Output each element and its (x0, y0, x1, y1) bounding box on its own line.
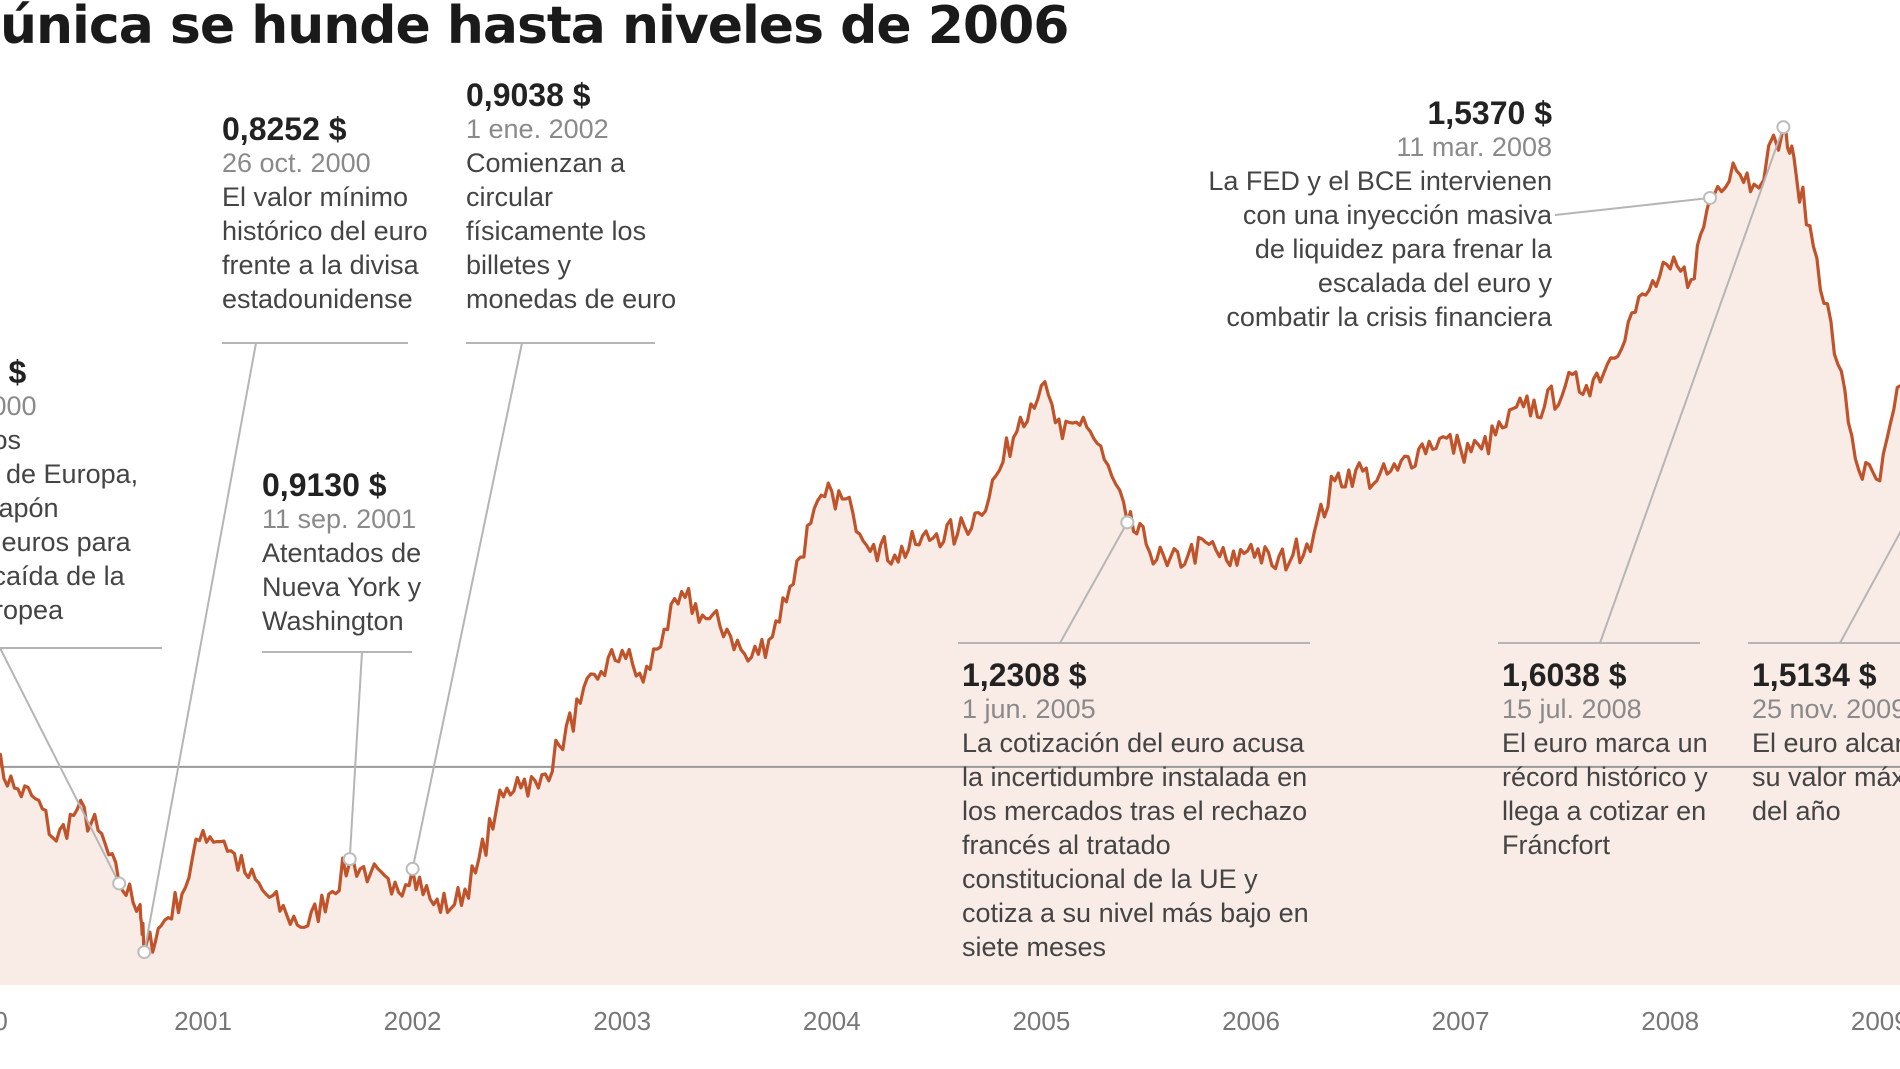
annotation-leader (1839, 530, 1900, 644)
annotation-date: 11 mar. 2008 (1396, 132, 1552, 162)
annotation-2002-banknotes: 0,9038 $ 1 ene. 2002 Comienzan a circula… (466, 78, 676, 316)
annotation-desc-line: llega a cotizar en (1502, 796, 1707, 826)
annotation-desc-line: ncos (0, 425, 22, 455)
x-tick-label: 2002 (384, 1006, 442, 1036)
annotation-desc-line: El valor mínimo (222, 182, 409, 212)
annotation-value: 1,2308 $ (962, 657, 1087, 693)
marked-points (112, 120, 1791, 960)
annotation-date: 1 ene. 2002 (466, 114, 609, 144)
annotation-2008-fed-ecb: 1,5370 $ 11 mar. 2008 La FED y el BCE in… (1180, 96, 1552, 334)
x-tick-label: 2006 (1222, 1006, 1280, 1036)
annotation-2005-referendum: 1,2308 $ 1 jun. 2005 La cotización del e… (962, 658, 1309, 964)
annotation-desc-line: histórico del euro (222, 216, 428, 246)
annotation-desc-line: cotiza a su nivel más bajo en (962, 898, 1309, 928)
annotation-desc-line: Nueva York y (262, 572, 422, 602)
annotation-desc-line: Atentados de (262, 538, 422, 568)
x-tick-label: 2004 (803, 1006, 861, 1036)
annotation-leader (1059, 521, 1129, 644)
annotation-value: 0,9130 $ (262, 467, 387, 503)
annotation-2001-attacks: 0,9130 $ 11 sep. 2001 Atentados de Nueva… (262, 468, 421, 638)
annotation-value: 1,5370 $ (1427, 95, 1552, 131)
marked-point (112, 876, 127, 891)
annotation-date: 25 nov. 2009 (1752, 694, 1900, 724)
annotation-desc-line: La FED y el BCE intervienen (1208, 166, 1552, 196)
x-tick-label: 2003 (593, 1006, 651, 1036)
annotation-value: 1,5134 $ (1752, 658, 1877, 693)
annotation-desc-line: de liquidez para frenar la (1254, 234, 1552, 264)
x-tick-label: 2007 (1432, 1006, 1490, 1036)
annotation-desc-line: del año (1752, 796, 1841, 826)
annotation-desc-line: y Japón (0, 493, 59, 523)
leader-lines (0, 126, 1900, 953)
annotation-2008-record: 1,6038 $ 15 jul. 2008 El euro marca un r… (1502, 658, 1708, 862)
annotation-leader (1599, 126, 1785, 644)
annotation-desc-line: con una inyección masiva (1242, 200, 1552, 230)
annotation-desc-line: europea (0, 595, 64, 625)
x-tick-label: 2009 (1851, 1006, 1900, 1036)
annotation-leader (1554, 196, 1711, 216)
annotation-date: 15 jul. 2008 (1502, 694, 1642, 724)
annotation-desc-line: circular (466, 182, 554, 212)
annotation-2009-year-max: 1,5134 $ 25 nov. 2009 El euro alcan su v… (1752, 658, 1900, 828)
annotation-leader (0, 647, 121, 884)
marked-point (342, 852, 357, 867)
annotation-leader (411, 342, 523, 870)
annotation-value: 0,8252 $ (222, 111, 347, 147)
annotation-desc-line: los mercados tras el rechazo (962, 796, 1308, 826)
x-axis: 00 2001 2002 2003 2004 2005 2006 2007 2008 2009 (0, 1006, 1900, 1036)
annotation-desc-line: billetes y (466, 250, 572, 280)
annotation-date: 11 sep. 2001 (262, 504, 417, 534)
chart-title: única se hunde hasta niveles de 2006 (0, 0, 1069, 56)
annotation-desc-line: an euros para (0, 527, 131, 557)
annotation-desc-line: Fráncfort (1502, 830, 1611, 860)
x-tick-label: 00 (0, 1006, 8, 1036)
annotation-desc-line: El euro marca un (1502, 728, 1708, 758)
annotation-desc-line: físicamente los (466, 216, 647, 246)
annotation-value: 90 $ (0, 354, 27, 390)
annotation-desc-line: escalada del euro y (1317, 268, 1552, 298)
annotation-desc-line: récord histórico y (1502, 762, 1708, 792)
annotation-desc-line: Comienzan a (466, 148, 626, 178)
annotation-desc-line: monedas de euro (466, 284, 677, 314)
line-layer (0, 125, 1900, 954)
annotation-date: 1 jun. 2005 (962, 694, 1096, 724)
series-area (0, 126, 1900, 985)
annotation-desc-line: la caída de la (0, 561, 125, 591)
marked-point (137, 945, 152, 960)
x-tick-label: 2001 (174, 1006, 232, 1036)
annotation-value: 1,6038 $ (1502, 657, 1627, 693)
annotation-desc-line: Washington (262, 606, 404, 636)
marked-point (405, 861, 420, 876)
area-layer (0, 126, 1900, 985)
marked-point (1703, 190, 1718, 205)
annotation-desc-line: les de Europa, (0, 459, 139, 489)
annotation-desc-line: francés al tratado (962, 830, 1171, 860)
annotation-desc-line: constitucional de la UE y (962, 864, 1258, 894)
annotation-desc-line: El euro alcan (1752, 728, 1900, 758)
annotation-leader (143, 342, 257, 953)
annotation-2000-minimum: 0,8252 $ 26 oct. 2000 El valor mínimo hi… (222, 112, 428, 316)
annotation-desc-line: su valor máx (1752, 762, 1900, 792)
annotation-desc-line: combatir la crisis financiera (1226, 302, 1552, 332)
series-line (0, 125, 1900, 954)
annotation-desc-line: La cotización del euro acusa (962, 728, 1305, 758)
marked-point (1120, 515, 1135, 530)
annotation-leader (348, 651, 363, 860)
annotation-desc-line: frente a la divisa (222, 250, 419, 280)
annotation-date: 26 oct. 2000 (222, 148, 371, 178)
marked-point (1776, 120, 1791, 135)
annotation-2000-bank-intervention: 90 $ ...2000 ncos les de Europa, y Japón… (0, 355, 138, 627)
x-tick-label: 2005 (1012, 1006, 1070, 1036)
x-tick-label: 2008 (1641, 1006, 1699, 1036)
annotation-desc-line: estadounidense (222, 284, 413, 314)
annotation-value: 0,9038 $ (466, 77, 591, 113)
annotation-desc-line: siete meses (962, 932, 1107, 962)
annotation-desc-line: la incertidumbre instalada en (962, 762, 1308, 792)
annotation-date: ...2000 (0, 391, 37, 421)
